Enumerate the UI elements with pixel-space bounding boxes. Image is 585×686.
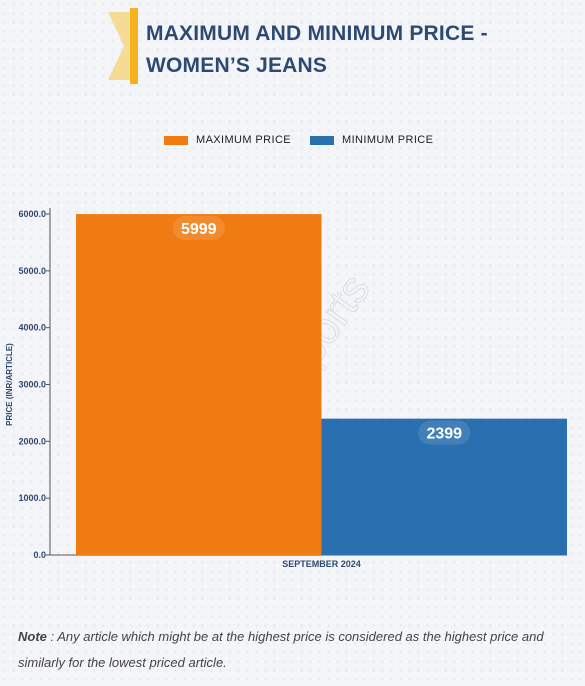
note-label: Note [18, 629, 47, 644]
legend-swatch-maximum [164, 135, 188, 145]
legend-label-minimum: MINIMUM PRICE [342, 134, 434, 146]
x-category-label: SEPTEMBER 2024 [282, 559, 361, 569]
legend-label-maximum: MAXIMUM PRICE [196, 134, 292, 146]
data-label-maximum: 5999 [181, 221, 217, 238]
y-tick-label: 1000.0 [18, 493, 46, 503]
chart-bars [76, 214, 567, 556]
y-tick-label: 2000.0 [18, 436, 46, 446]
chart-title: MAXIMUM AND MINIMUM PRICE - WOMEN’S JEAN… [146, 18, 566, 82]
bar-minimum [321, 418, 567, 555]
legend-swatch-minimum [310, 135, 334, 145]
title-block: MAXIMUM AND MINIMUM PRICE - WOMEN’S JEAN… [100, 8, 580, 84]
title-line-2: WOMEN’S JEANS [146, 54, 328, 77]
data-label-pill [418, 420, 471, 445]
legend-item-minimum: MINIMUM PRICE [310, 131, 433, 149]
chart-data-labels: 5999 2399 [172, 216, 471, 445]
legend: MAXIMUM PRICE MINIMUM PRICE [0, 131, 585, 149]
title-line-1: MAXIMUM AND MINIMUM PRICE - [146, 22, 488, 45]
data-label-pill [172, 216, 225, 241]
y-tick-label: 6000.0 [18, 209, 46, 219]
legend-item-maximum: MAXIMUM PRICE [164, 131, 291, 149]
y-axis-title: PRICE (INR/ARTICLE) [5, 343, 14, 426]
data-label-minimum: 2399 [426, 426, 462, 443]
footnote: Note : Any article which might be at the… [18, 624, 580, 676]
chevron-logo-icon [108, 8, 138, 84]
note-text: : Any article which might be at the high… [18, 629, 544, 670]
y-tick-label: 5000.0 [18, 266, 46, 276]
y-tick-label: 0.0 [33, 550, 46, 560]
y-tick-label: 4000.0 [18, 323, 46, 333]
bar-chart: D&J Reports 0.01000.02000.03000.04000.05… [5, 208, 567, 569]
bar-maximum [76, 214, 322, 556]
y-tick-label: 3000.0 [18, 380, 46, 390]
